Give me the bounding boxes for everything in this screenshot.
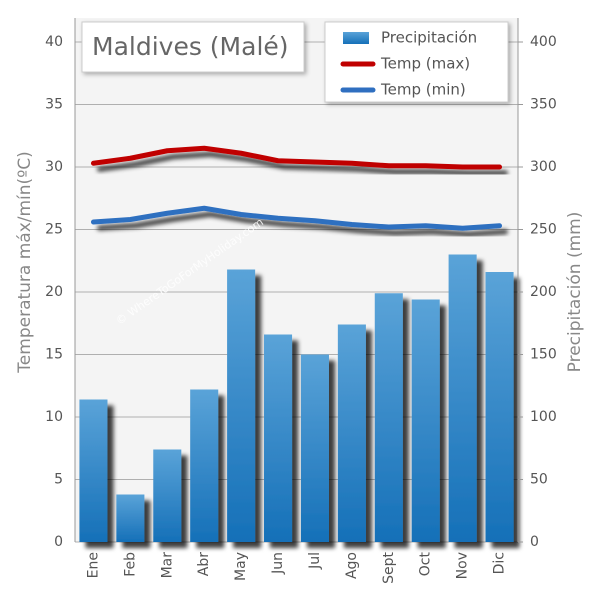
x-tick-label: Oct xyxy=(418,552,434,577)
y2-tick-label: 100 xyxy=(530,409,557,425)
plot-area xyxy=(75,18,518,542)
x-tick-label: Jul xyxy=(307,552,323,570)
y-tick-label: 40 xyxy=(45,34,63,50)
line xyxy=(90,145,503,170)
y2-tick-label: 50 xyxy=(530,472,548,488)
bar xyxy=(190,389,219,542)
x-tick-label: Abr xyxy=(196,552,212,576)
y2-tick-label: 400 xyxy=(530,34,557,50)
y2-axis-title: Precipitación (mm) xyxy=(565,212,585,373)
bar xyxy=(79,399,108,542)
y-tick-label: 30 xyxy=(45,159,63,175)
x-tick-label: Ene xyxy=(85,552,101,578)
x-tick-label: May xyxy=(233,552,249,581)
bar xyxy=(374,293,403,542)
bar xyxy=(300,354,329,542)
y2-tick-label: 300 xyxy=(530,159,557,175)
line xyxy=(90,205,503,231)
y2-tick-label: 0 xyxy=(530,534,539,550)
bar xyxy=(337,324,366,542)
bar xyxy=(448,254,477,542)
y-tick-label: 35 xyxy=(45,97,63,113)
title-box xyxy=(81,21,305,73)
bar xyxy=(153,449,182,542)
y-tick-label: 5 xyxy=(54,472,63,488)
y-tick-label: 10 xyxy=(45,409,63,425)
y-tick-label: 20 xyxy=(45,284,63,300)
y2-tick-label: 350 xyxy=(530,97,557,113)
legend-swatch xyxy=(343,32,369,44)
y-axis-title: Temperatura máx/mín(ºC) xyxy=(15,151,35,373)
y-tick-label: 0 xyxy=(54,534,63,550)
y2-tick-label: 250 xyxy=(530,222,557,238)
bar xyxy=(264,334,293,542)
bar xyxy=(485,272,514,542)
legend-label: Precipitación xyxy=(381,29,477,47)
x-tick-label: Nov xyxy=(455,552,471,579)
bar xyxy=(227,269,256,542)
legend-label: Temp (min) xyxy=(380,81,466,99)
legend-label: Temp (max) xyxy=(380,55,470,73)
y2-tick-label: 200 xyxy=(530,284,557,300)
bar xyxy=(116,494,145,542)
x-tick-label: Dic xyxy=(492,552,508,574)
x-tick-label: Feb xyxy=(122,552,138,577)
chart-title: Maldives (Malé) xyxy=(92,32,289,61)
y-tick-label: 25 xyxy=(45,222,63,238)
x-tick-label: Sept xyxy=(381,552,397,584)
bar xyxy=(411,299,440,542)
y-tick-label: 15 xyxy=(45,347,63,363)
x-tick-label: Ago xyxy=(344,552,360,579)
y2-tick-label: 150 xyxy=(530,347,557,363)
x-tick-label: Mar xyxy=(159,552,175,579)
x-tick-label: Jun xyxy=(270,552,286,575)
